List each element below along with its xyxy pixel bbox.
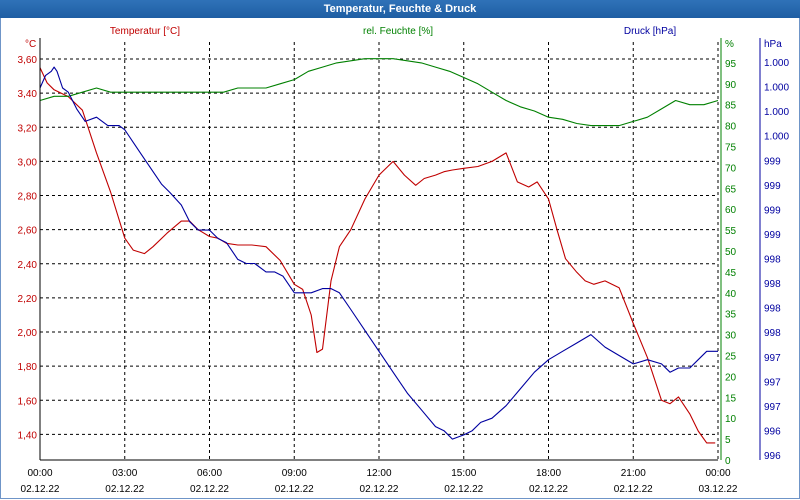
temperature-tick-label: 3,60 (18, 55, 38, 66)
temperature-tick-label: 1,60 (18, 396, 38, 407)
pressure-tick-label: 999 (764, 156, 781, 167)
humidity-tick-label: 75 (725, 143, 737, 154)
temperature-tick-label: 3,40 (18, 89, 38, 100)
temperature-tick-label: 1,80 (18, 362, 38, 373)
temperature-tick-label: 3,00 (18, 157, 38, 168)
pressure-axis-title: Druck [hPa] (624, 26, 676, 37)
pressure-line (39, 66, 718, 440)
x-tick-time: 06:00 (197, 468, 222, 479)
temperature-axis-title: Temperatur [°C] (110, 26, 180, 37)
x-tick-time: 15:00 (451, 468, 476, 479)
pressure-tick-label: 996 (764, 451, 781, 462)
humidity-tick-label: 25 (725, 352, 737, 363)
pressure-tick-label: 999 (764, 205, 781, 216)
x-tick-date: 02.12.22 (444, 484, 483, 495)
pressure-tick-label: 1.000 (764, 132, 789, 143)
temperature-tick-label: 2,80 (18, 192, 38, 203)
pressure-tick-label: 1.000 (764, 107, 789, 118)
pressure-unit: hPa (764, 39, 782, 50)
temperature-tick-label: 2,00 (18, 328, 38, 339)
x-tick-date: 02.12.22 (529, 484, 568, 495)
humidity-axis-title: rel. Feuchte [%] (363, 26, 433, 37)
humidity-tick-label: 45 (725, 268, 737, 279)
pressure-tick-label: 998 (764, 279, 781, 290)
x-tick-time: 18:00 (536, 468, 561, 479)
humidity-tick-label: 70 (725, 163, 737, 174)
humidity-tick-label: 90 (725, 80, 737, 91)
pressure-tick-label: 997 (764, 353, 781, 364)
humidity-tick-label: 40 (725, 289, 737, 300)
humidity-unit: % (725, 39, 734, 50)
x-tick-time: 21:00 (621, 468, 646, 479)
humidity-tick-label: 85 (725, 101, 737, 112)
humidity-tick-label: 50 (725, 247, 737, 258)
pressure-tick-label: 997 (764, 402, 781, 413)
temperature-tick-label: 3,20 (18, 123, 38, 134)
humidity-tick-label: 80 (725, 122, 737, 133)
temperature-line (39, 67, 716, 444)
temperature-tick-label: 2,60 (18, 226, 38, 237)
humidity-tick-label: 0 (725, 456, 731, 467)
x-tick-date: 03.12.22 (699, 484, 738, 495)
x-tick-date: 02.12.22 (360, 484, 399, 495)
temperature-unit: °C (25, 39, 36, 50)
humidity-tick-label: 60 (725, 205, 737, 216)
pressure-tick-label: 997 (764, 377, 781, 388)
humidity-tick-label: 15 (725, 393, 737, 404)
pressure-tick-label: 1.000 (764, 83, 789, 94)
x-tick-date: 02.12.22 (21, 484, 60, 495)
humidity-tick-label: 55 (725, 226, 737, 237)
temperature-tick-label: 1,40 (18, 430, 38, 441)
x-tick-date: 02.12.22 (275, 484, 314, 495)
humidity-tick-label: 20 (725, 372, 737, 383)
humidity-tick-label: 30 (725, 331, 737, 342)
x-tick-time: 00:00 (705, 468, 730, 479)
temperature-tick-label: 2,20 (18, 294, 38, 305)
pressure-tick-label: 999 (764, 181, 781, 192)
x-tick-time: 03:00 (112, 468, 137, 479)
x-tick-date: 02.12.22 (190, 484, 229, 495)
humidity-line (39, 58, 719, 127)
humidity-tick-label: 65 (725, 184, 737, 195)
chart-title: Temperatur, Feuchte & Druck (0, 0, 800, 18)
pressure-tick-label: 998 (764, 304, 781, 315)
x-tick-time: 12:00 (366, 468, 391, 479)
pressure-tick-label: 998 (764, 328, 781, 339)
x-tick-time: 09:00 (282, 468, 307, 479)
pressure-tick-label: 1.000 (764, 58, 789, 69)
pressure-tick-label: 998 (764, 255, 781, 266)
humidity-tick-label: 95 (725, 59, 737, 70)
humidity-tick-label: 35 (725, 310, 737, 321)
x-tick-date: 02.12.22 (614, 484, 653, 495)
pressure-tick-label: 999 (764, 230, 781, 241)
temperature-tick-label: 2,40 (18, 260, 38, 271)
x-tick-date: 02.12.22 (105, 484, 144, 495)
x-tick-time: 00:00 (27, 468, 52, 479)
pressure-tick-label: 996 (764, 426, 781, 437)
humidity-tick-label: 10 (725, 414, 737, 425)
humidity-tick-label: 5 (725, 435, 731, 446)
